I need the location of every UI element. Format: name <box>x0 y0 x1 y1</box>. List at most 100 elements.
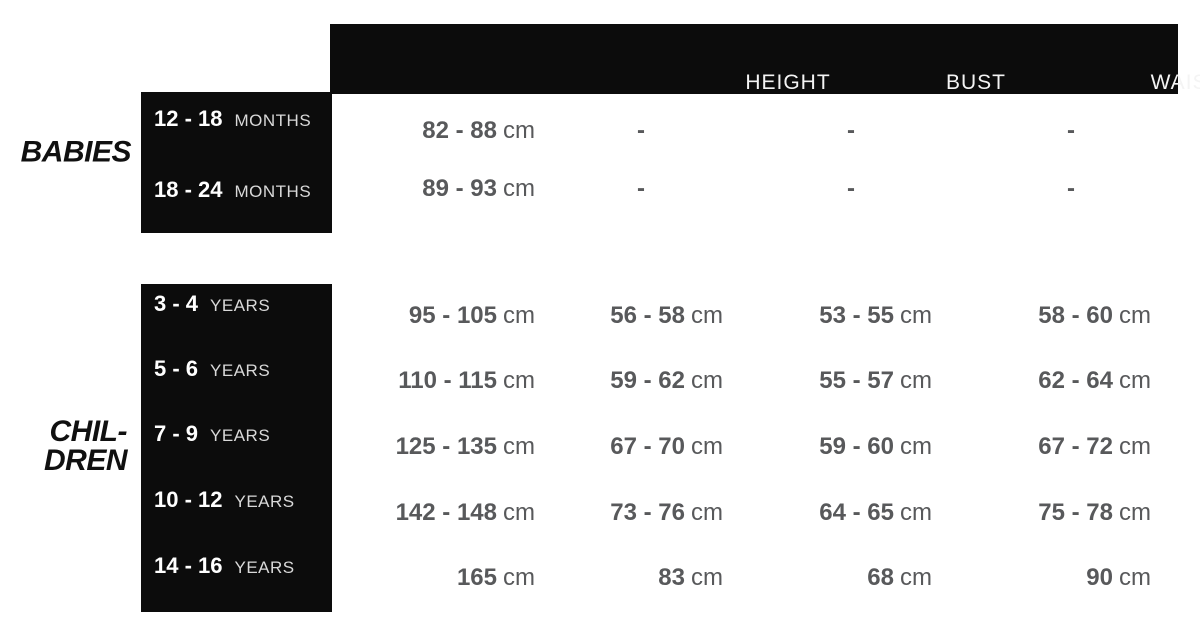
column-header-waist: WAIST <box>1150 71 1200 94</box>
value-unit: cm <box>503 302 535 329</box>
value-unit: cm <box>1119 367 1151 394</box>
column-header-bust: BUST <box>945 71 1007 94</box>
value-cell-height: 95 - 105 cm <box>409 302 535 330</box>
value-number: 83 <box>658 564 685 591</box>
value-number: 90 <box>1086 564 1113 591</box>
value-number: 82 - 88 <box>422 117 497 144</box>
value-cell-waist-dash: - <box>847 117 855 144</box>
value-number: 89 - 93 <box>422 175 497 202</box>
age-range: 3 - 4 <box>154 291 199 316</box>
value-cell-hips: 62 - 64 cm <box>1038 367 1151 395</box>
value-cell-bust: 67 - 70 cm <box>610 433 723 461</box>
age-unit-label: MONTHS <box>234 182 312 201</box>
value-unit: cm <box>900 433 932 460</box>
value-cell-height: 142 - 148 cm <box>396 499 535 527</box>
age-unit-label: YEARS <box>234 492 295 511</box>
age-row: 12 - 18 MONTHS <box>154 106 311 132</box>
value-number: 165 <box>456 564 497 591</box>
value-cell-waist-dash: - <box>847 175 855 202</box>
value-unit: cm <box>503 433 535 460</box>
value-unit: cm <box>1119 564 1151 591</box>
value-unit: cm <box>900 367 932 394</box>
value-number: 75 - 78 <box>1038 499 1113 526</box>
age-unit-label: YEARS <box>210 296 271 315</box>
value-unit: cm <box>900 499 932 526</box>
value-number: 59 - 60 <box>819 433 894 460</box>
value-cell-hips-dash: - <box>1067 175 1075 202</box>
children-age-box <box>141 284 332 612</box>
value-unit: cm <box>691 367 723 394</box>
group-label-babies: BABIES <box>0 135 132 169</box>
value-cell-waist: 55 - 57 cm <box>819 367 932 395</box>
value-unit: cm <box>1119 302 1151 329</box>
age-range: 12 - 18 <box>154 106 223 131</box>
value-cell-waist: 68 cm <box>867 564 932 592</box>
age-row: 3 - 4 YEARS <box>154 291 270 317</box>
value-number: 110 - 115 <box>398 367 497 394</box>
group-label-text: BABIES <box>20 135 132 169</box>
value-unit: cm <box>691 433 723 460</box>
value-number: 67 - 70 <box>610 433 685 460</box>
value-number: 58 - 60 <box>1038 302 1113 329</box>
value-number: 62 - 64 <box>1038 367 1113 394</box>
value-number: 73 - 76 <box>610 499 685 526</box>
value-unit: cm <box>691 499 723 526</box>
value-cell-waist: 59 - 60 cm <box>819 433 932 461</box>
value-number: 64 - 65 <box>819 499 894 526</box>
value-unit: cm <box>1119 499 1151 526</box>
value-cell-height: 110 - 115 cm <box>398 367 535 395</box>
age-range: 10 - 12 <box>154 487 223 512</box>
value-cell-bust: 59 - 62 cm <box>610 367 723 395</box>
age-range: 18 - 24 <box>154 177 223 202</box>
group-label-text: DREN <box>43 444 128 477</box>
value-unit: cm <box>503 367 535 394</box>
value-number: 95 - 105 <box>408 302 497 329</box>
value-cell-bust: 56 - 58 cm <box>610 302 723 330</box>
column-header-bar: HEIGHT BUST WAIST HIPS <box>330 24 1200 94</box>
value-cell-hips: 67 - 72 cm <box>1038 433 1151 461</box>
age-unit-label: YEARS <box>210 361 271 380</box>
value-unit: cm <box>503 564 535 591</box>
value-cell-hips: 58 - 60 cm <box>1038 302 1151 330</box>
value-cell-hips: 75 - 78 cm <box>1038 499 1151 527</box>
value-number: 56 - 58 <box>610 302 685 329</box>
age-unit-label: YEARS <box>234 558 295 577</box>
value-cell-waist: 64 - 65 cm <box>819 499 932 527</box>
value-cell-bust-dash: - <box>637 175 645 202</box>
age-range: 7 - 9 <box>154 421 199 446</box>
value-unit: cm <box>900 302 932 329</box>
value-cell-bust: 73 - 76 cm <box>610 499 723 527</box>
value-number: 53 - 55 <box>819 302 894 329</box>
value-cell-height: 165 cm <box>457 564 535 592</box>
value-unit: cm <box>900 564 932 591</box>
age-unit-label: MONTHS <box>234 111 312 130</box>
value-unit: cm <box>691 564 723 591</box>
age-row: 14 - 16 YEARS <box>154 553 295 579</box>
value-number: 142 - 148 <box>395 499 497 526</box>
value-number: 55 - 57 <box>819 367 894 394</box>
value-unit: cm <box>503 117 535 144</box>
value-cell-height: 89 - 93 cm <box>422 175 535 203</box>
age-range: 14 - 16 <box>154 553 223 578</box>
value-cell-height: 125 - 135 cm <box>396 433 535 461</box>
value-cell-hips: 90 cm <box>1086 564 1151 592</box>
value-number: 59 - 62 <box>610 367 685 394</box>
age-row: 5 - 6 YEARS <box>154 356 270 382</box>
age-unit-label: YEARS <box>210 426 271 445</box>
value-cell-bust: 83 cm <box>658 564 723 592</box>
value-cell-hips-dash: - <box>1067 117 1075 144</box>
age-row: 7 - 9 YEARS <box>154 421 270 447</box>
babies-age-box <box>141 92 332 233</box>
value-number: 67 - 72 <box>1038 433 1113 460</box>
group-label-children: CHIL- DREN <box>0 415 128 477</box>
age-range: 5 - 6 <box>154 356 199 381</box>
age-row: 10 - 12 YEARS <box>154 487 295 513</box>
value-number: 68 <box>867 564 894 591</box>
value-cell-height: 82 - 88 cm <box>422 117 535 145</box>
value-unit: cm <box>503 499 535 526</box>
value-cell-bust-dash: - <box>637 117 645 144</box>
value-cell-waist: 53 - 55 cm <box>819 302 932 330</box>
group-label-text: CHIL- <box>49 415 128 448</box>
value-number: 125 - 135 <box>395 433 497 460</box>
